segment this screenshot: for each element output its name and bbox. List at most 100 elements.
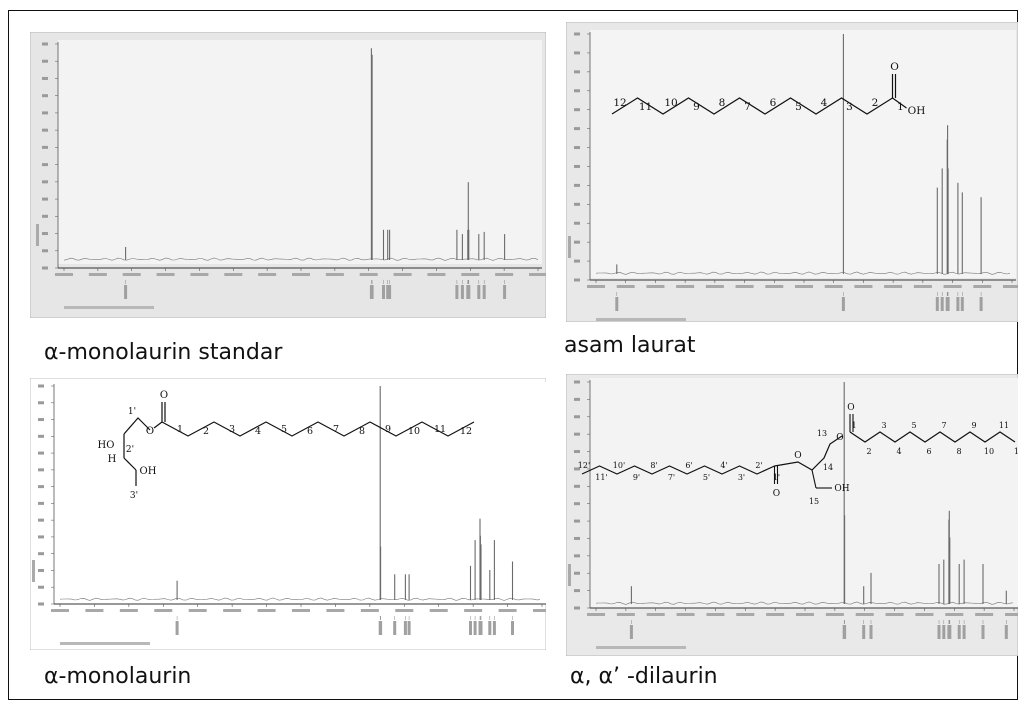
glycerol-backbone	[774, 435, 843, 471]
y-tick-label	[38, 384, 44, 388]
y-tick-label	[38, 602, 44, 606]
y-tick-label	[574, 259, 580, 263]
carbon-label-3: 3	[846, 101, 853, 113]
x-tick-label	[975, 613, 994, 616]
x-tick-label	[88, 273, 107, 276]
baseline-noise	[63, 257, 539, 261]
peak-label	[962, 625, 966, 639]
dilaurin-left-chain	[581, 465, 775, 475]
x-tick-label	[855, 613, 874, 616]
right-label-1: 2	[866, 447, 871, 456]
x-tick-label	[257, 609, 276, 612]
peak-label	[393, 621, 397, 635]
x-tick-label	[292, 609, 310, 612]
carbon-label-8: 8	[359, 426, 365, 437]
x-tick-label	[616, 285, 635, 288]
y-tick-label	[574, 89, 580, 93]
y-tick-label	[574, 571, 580, 575]
carbon-label-1: 1	[177, 424, 183, 435]
x-tick-label	[464, 609, 483, 612]
x-tick-label	[676, 613, 695, 616]
y-tick-label	[38, 468, 44, 472]
x-tick-label	[587, 285, 605, 288]
carbon-label-6: 6	[307, 426, 313, 437]
carbon-label-10: 10	[408, 426, 420, 437]
caption-monolaurin-standard: α-monolaurin standar	[44, 340, 283, 365]
y-tick-label	[574, 70, 580, 74]
peak-label	[960, 297, 964, 311]
carbon-label-8: 8	[719, 97, 726, 109]
y-tick-label	[574, 450, 580, 454]
right-label-10: 11	[999, 421, 1009, 430]
x-tick-label	[973, 285, 992, 288]
right-label-7: 8	[956, 447, 961, 456]
x-tick-label	[587, 613, 605, 616]
x-tick-label	[258, 273, 277, 276]
lauric-acid-chain	[611, 97, 893, 115]
carbon-label-7: 7	[744, 101, 751, 113]
right-label-5: 6	[926, 447, 931, 456]
x-tick-label	[824, 285, 843, 288]
carbon-label-2: 2	[203, 426, 209, 437]
x-tick-label	[359, 273, 378, 276]
carbon-label-3: 3	[229, 424, 235, 435]
peak-label	[503, 285, 507, 299]
y-tick-label	[574, 183, 580, 187]
carbon-label-9: 9	[385, 424, 391, 435]
peak-label	[469, 621, 472, 635]
x-tick-label	[529, 273, 546, 276]
carbon-label-11: 11	[639, 101, 652, 113]
peak-label	[956, 297, 960, 311]
peak-label	[615, 297, 619, 311]
y-tick-label	[574, 51, 580, 55]
peak-label	[379, 621, 383, 635]
laurate-chain	[161, 421, 475, 437]
x-tick-label	[360, 609, 379, 612]
hydroxyl-label: OH	[908, 105, 926, 117]
x-tick-label	[190, 273, 209, 276]
carbon-label-1: 1	[897, 101, 904, 113]
nmr-spectrum-a	[30, 32, 546, 318]
x-tick-label	[395, 609, 414, 612]
y-tick-label	[42, 76, 48, 80]
y-axis-title	[568, 564, 571, 586]
y-tick-label	[42, 266, 48, 270]
peak-label	[407, 621, 411, 635]
x-tick-label	[495, 273, 514, 276]
x-tick-label	[55, 273, 73, 276]
y-tick-label	[42, 163, 48, 167]
y-tick-label	[42, 42, 48, 46]
spectrum-panel-monolaurin: 1' O O 1 2 3 4 5 6 7 8 9 10 11 12 HO 2' H OH 3'	[30, 378, 546, 650]
left-label-2: 10'	[613, 461, 625, 470]
peak-label	[388, 285, 392, 299]
right-label-2: 3	[881, 421, 886, 430]
label-1prime: 1'	[128, 407, 136, 417]
c15-bond	[811, 469, 817, 489]
caption-monolaurin: α-monolaurin	[44, 664, 192, 689]
carbon-label-6: 6	[770, 97, 777, 109]
y-tick-label	[574, 164, 580, 168]
x-axis-title	[60, 642, 150, 645]
peak-label	[124, 285, 128, 299]
x-tick-label	[854, 285, 873, 288]
peak-label	[460, 285, 464, 299]
label-14: 14	[823, 463, 833, 472]
peak-label	[370, 285, 374, 299]
y-tick-label	[38, 434, 44, 438]
x-axis-title	[64, 306, 154, 309]
y-tick-label	[574, 536, 580, 540]
left-label-3: 9'	[633, 473, 640, 482]
y-tick-label	[574, 484, 580, 488]
baseline-noise	[595, 271, 1011, 275]
carbon-label-4: 4	[255, 426, 261, 437]
x-tick-label	[943, 285, 962, 288]
left-label-5: 7'	[668, 473, 675, 482]
y-tick-label	[38, 501, 44, 505]
spectrum-panel-lauric-acid: 12 11 10 9 8 7 6 5 4 3 2 1 O OH	[566, 22, 1018, 322]
x-axis-title	[596, 646, 686, 649]
carbon-label-2: 2	[872, 97, 879, 109]
peak-label	[957, 625, 961, 639]
right-label-9: 10	[984, 447, 994, 456]
y-tick-label	[574, 32, 580, 36]
